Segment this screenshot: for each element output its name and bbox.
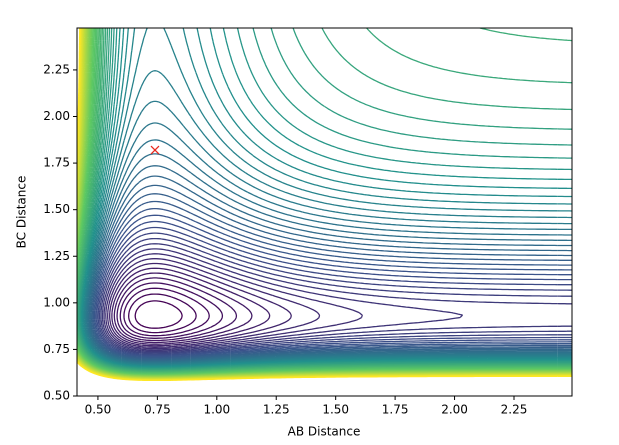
contour-line <box>85 100 572 365</box>
y-tick-label: 0.50 <box>43 389 70 403</box>
x-tick-label: 2.00 <box>441 403 468 417</box>
contour-line <box>95 214 572 357</box>
marker <box>150 145 160 155</box>
contour-line <box>77 28 572 374</box>
contour-line <box>84 70 572 366</box>
contour-line <box>77 28 572 373</box>
contour-line <box>77 28 572 376</box>
y-tick-label: 0.75 <box>43 342 70 356</box>
x-tick-label: 1.75 <box>382 403 409 417</box>
contour-line <box>77 28 572 373</box>
contour-line <box>128 293 197 334</box>
contour-line <box>77 28 572 375</box>
contour-line <box>87 153 572 363</box>
x-tick-label: 1.00 <box>203 403 230 417</box>
y-tick-label: 1.75 <box>43 156 70 170</box>
contour-line <box>81 28 572 368</box>
contour-line <box>77 28 572 374</box>
contour-line <box>98 232 572 354</box>
contour-line <box>96 220 572 356</box>
y-tick-label: 1.00 <box>43 295 70 309</box>
x-tick-label: 2.25 <box>501 403 528 417</box>
y-tick-label: 1.25 <box>43 249 70 263</box>
plot-frame <box>76 27 573 397</box>
contour-line <box>86 139 572 364</box>
contour-line <box>83 28 572 366</box>
contour-line <box>89 175 572 361</box>
contour-line <box>77 28 572 382</box>
contour-line <box>100 237 572 353</box>
contour-line <box>77 28 572 373</box>
y-tick-label: 2.25 <box>43 62 70 76</box>
contour-line <box>101 243 572 352</box>
contour-line <box>92 200 572 359</box>
y-tick-label: 2.00 <box>43 109 70 123</box>
x-tick-label: 0.50 <box>85 403 112 417</box>
contour-line <box>85 122 572 364</box>
contour-line <box>88 165 572 362</box>
contour-line <box>97 226 572 355</box>
contour-line <box>77 28 572 375</box>
y-axis-label: BC Distance <box>15 176 29 249</box>
contour-line <box>103 248 464 351</box>
contour-line <box>134 300 183 329</box>
contour-line <box>107 258 321 348</box>
contour-line <box>91 193 572 360</box>
contour-line <box>116 277 238 342</box>
contour-line <box>105 253 363 350</box>
contour-line <box>123 287 210 337</box>
contour-line <box>82 28 572 367</box>
contour-line <box>81 28 572 367</box>
x-axis-label: AB Distance <box>288 425 361 439</box>
y-tick-label: 1.50 <box>43 202 70 216</box>
contour-line <box>90 184 572 361</box>
contour-line <box>119 282 224 339</box>
contour-line <box>109 262 292 347</box>
contour-line <box>93 207 572 358</box>
contour-line <box>77 28 572 372</box>
contour-field <box>77 28 572 382</box>
x-tick-label: 1.25 <box>263 403 290 417</box>
contour-line <box>111 267 271 345</box>
x-tick-label: 0.75 <box>144 403 171 417</box>
contour-line <box>80 28 572 368</box>
contour-line <box>79 28 572 369</box>
x-tick-label: 1.50 <box>322 403 349 417</box>
contour-line <box>77 28 572 371</box>
contour-line <box>113 272 253 344</box>
